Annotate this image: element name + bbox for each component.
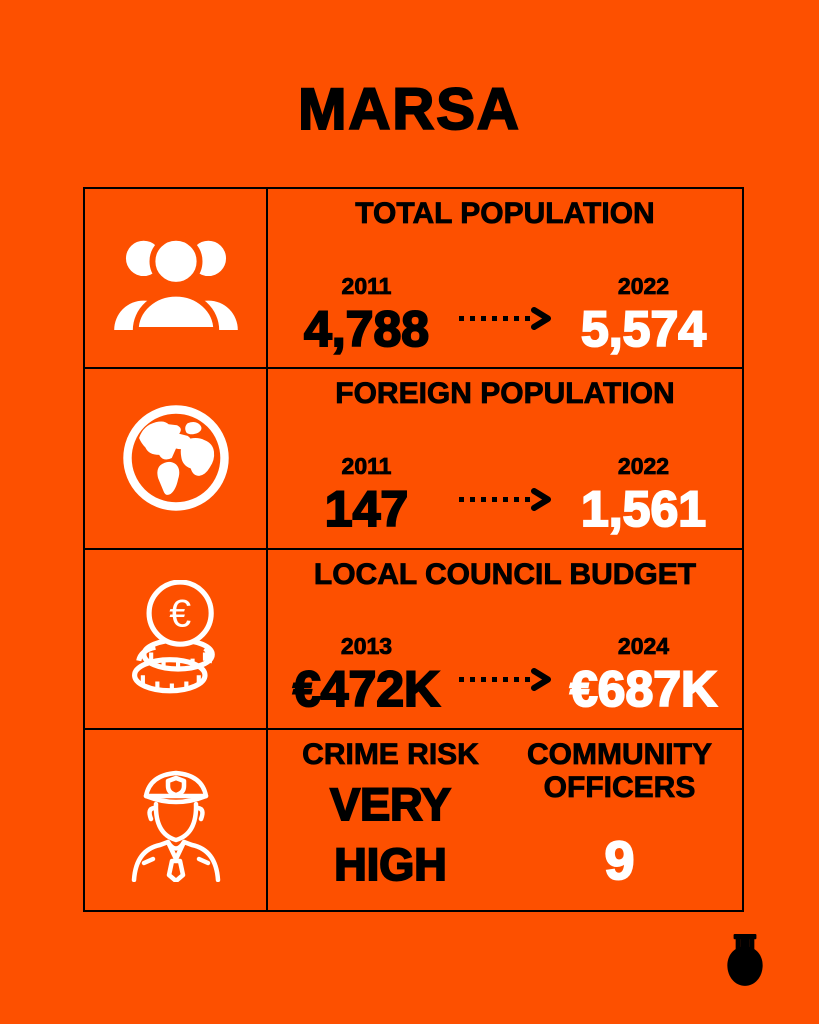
start-year: 2013 <box>340 633 393 660</box>
foreign-population-cell: FOREIGN POPULATION 2011 147 <box>268 369 742 547</box>
end-value: 1,561 <box>580 481 707 537</box>
local-council-budget-cell: LOCAL COUNCIL BUDGET 2013 €472K <box>268 550 742 728</box>
crime-risk-label: CRIME RISK <box>302 737 479 771</box>
svg-text:€: € <box>169 591 191 635</box>
row-header: FOREIGN POPULATION <box>335 377 675 411</box>
amphora-icon <box>724 934 766 988</box>
start-year: 2011 <box>341 453 392 480</box>
start-stat: 2013 €472K <box>276 633 457 718</box>
row-header: TOTAL POPULATION <box>355 197 655 231</box>
dotted-arrow-icon <box>457 307 553 331</box>
table-row-total-population: TOTAL POPULATION 2011 4,788 <box>85 189 742 370</box>
crime-cell: CRIME RISK VERY HIGH COMMUNITY OFFICERS … <box>268 730 742 910</box>
page-title: MARSA <box>297 76 521 143</box>
end-year: 2022 <box>617 272 670 299</box>
start-stat: 2011 4,788 <box>276 272 457 357</box>
end-year: 2024 <box>617 633 670 660</box>
stats-table: TOTAL POPULATION 2011 4,788 <box>83 187 744 912</box>
community-officers-label: COMMUNITY OFFICERS <box>527 737 713 804</box>
row-header: LOCAL COUNCIL BUDGET <box>313 557 697 591</box>
end-stat: 2022 1,561 <box>553 453 734 537</box>
people-group-icon <box>85 189 268 368</box>
total-population-cell: TOTAL POPULATION 2011 4,788 <box>268 189 742 367</box>
crime-risk-block: CRIME RISK VERY HIGH <box>276 736 505 900</box>
start-value: 4,788 <box>303 300 430 357</box>
dotted-arrow-icon <box>457 667 553 692</box>
end-value: 5,574 <box>580 300 707 357</box>
table-row-foreign-population: FOREIGN POPULATION 2011 147 <box>85 369 742 550</box>
end-value: €687K <box>569 661 718 718</box>
coins-icon: € <box>85 549 268 728</box>
start-stat: 2011 147 <box>276 453 457 537</box>
globe-icon <box>85 369 268 548</box>
police-officer-icon <box>85 729 268 910</box>
community-officers-value: 9 <box>603 830 635 892</box>
end-year: 2022 <box>617 453 670 480</box>
end-stat: 2024 €687K <box>553 633 734 718</box>
end-stat: 2022 5,574 <box>553 272 734 357</box>
community-officers-block: COMMUNITY OFFICERS 9 <box>505 736 734 900</box>
start-value: 147 <box>324 481 409 537</box>
start-value: €472K <box>292 661 441 718</box>
crime-risk-value: VERY HIGH <box>329 778 452 892</box>
start-year: 2011 <box>341 272 392 299</box>
table-row-crime: CRIME RISK VERY HIGH COMMUNITY OFFICERS … <box>85 729 742 910</box>
table-row-local-council-budget: € LOCAL COUNCIL BUDGET 2013 €472K <box>85 549 742 730</box>
dotted-arrow-icon <box>457 487 553 512</box>
